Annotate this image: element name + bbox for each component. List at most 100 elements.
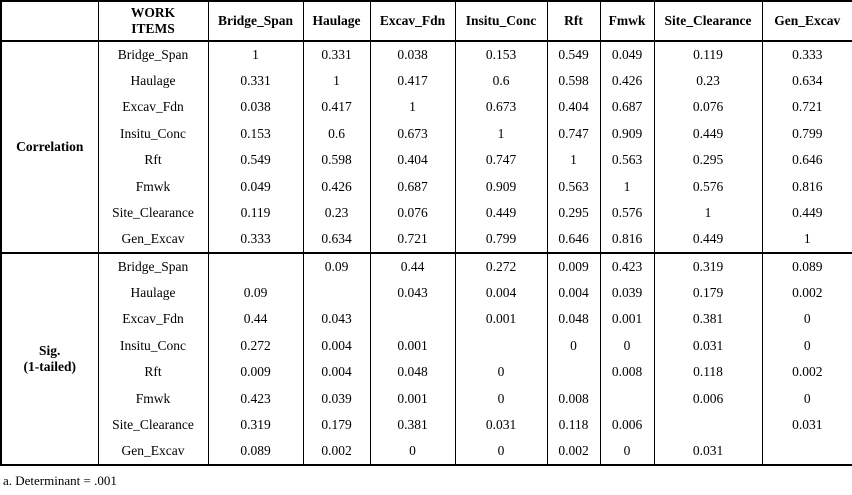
- table-row: Site_Clearance 0.319 0.179 0.381 0.031 0.118 0…: [1, 412, 852, 439]
- value-cell: 0.048: [369, 359, 456, 386]
- value-cell: 0.002: [761, 359, 852, 386]
- table-row: Excav_Fdn 0.038 0.417 1 0.673 0.404 0.687 0.076…: [1, 94, 852, 121]
- value-cell: 0.043: [302, 306, 371, 333]
- value-cell: 0.009: [207, 359, 304, 386]
- value-cell: 1: [546, 147, 601, 174]
- work-item-label: Site_Clearance: [97, 200, 209, 227]
- table-row: Fmwk 0.423 0.039 0.001 0 0.008 0.006 0: [1, 385, 852, 412]
- work-item-label: Excav_Fdn: [97, 94, 209, 121]
- value-cell: 0.423: [599, 252, 655, 280]
- value-cell: 0.118: [653, 359, 763, 386]
- table-row: Haulage 0.331 1 0.417 0.6 0.598 0.426 0.23 0.634: [1, 67, 852, 94]
- value-cell: 0.6: [454, 67, 548, 94]
- value-cell: 0.331: [302, 41, 371, 68]
- table-row: Insitu_Conc 0.272 0.004 0.001 0 0 0.031 0: [1, 332, 852, 359]
- value-cell: [207, 252, 304, 280]
- value-cell: 0: [599, 438, 655, 465]
- value-cell: 0.004: [302, 332, 371, 359]
- value-cell: 0.673: [454, 94, 548, 121]
- value-cell: 0.076: [653, 94, 763, 121]
- value-cell: 0: [546, 332, 601, 359]
- value-cell: 0.008: [546, 385, 601, 412]
- work-item-label: Haulage: [97, 67, 209, 94]
- value-cell: 0.721: [369, 226, 456, 253]
- value-cell: 0.576: [599, 200, 655, 227]
- value-cell: 0.179: [302, 412, 371, 439]
- value-cell: [369, 306, 456, 333]
- correlation-matrix-table: WORK ITEMS Bridge_Span Haulage Excav_Fdn Ins…: [0, 0, 852, 466]
- work-item-label: Insitu_Conc: [97, 332, 209, 359]
- work-item-label: Gen_Excav: [97, 438, 209, 465]
- value-cell: 0.006: [653, 385, 763, 412]
- value-cell: [599, 385, 655, 412]
- value-cell: 0.816: [599, 226, 655, 253]
- table-row: Site_Clearance 0.119 0.23 0.076 0.449 0.295 0.…: [1, 200, 852, 227]
- value-cell: 0.426: [599, 67, 655, 94]
- value-cell: 0.008: [599, 359, 655, 386]
- value-cell: 0.09: [207, 279, 304, 306]
- value-cell: [653, 412, 763, 439]
- value-cell: 0: [761, 385, 852, 412]
- value-cell: 0.747: [454, 147, 548, 174]
- value-cell: 0.646: [761, 147, 852, 174]
- work-item-label: Fmwk: [97, 385, 209, 412]
- value-cell: 0.6: [302, 120, 371, 147]
- value-cell: 0.179: [653, 279, 763, 306]
- table-row: Correlation Bridge_Span 1 0.331 0.038 0.153 0.…: [0, 41, 852, 253]
- value-cell: 0.006: [599, 412, 655, 439]
- value-cell: 0.687: [599, 94, 655, 121]
- value-cell: 0.076: [369, 200, 456, 227]
- value-cell: 0.333: [761, 41, 852, 68]
- value-cell: 0.001: [369, 385, 456, 412]
- value-cell: 0.295: [546, 200, 601, 227]
- column-header: Fmwk: [599, 1, 655, 42]
- value-cell: 0.417: [369, 67, 456, 94]
- value-cell: 0.049: [599, 41, 655, 68]
- value-cell: [546, 359, 601, 386]
- value-cell: 0.001: [599, 306, 655, 333]
- work-item-label: Bridge_Span: [97, 41, 209, 68]
- work-item-label: Bridge_Span: [97, 252, 209, 280]
- value-cell: 0.646: [546, 226, 601, 253]
- value-cell: 0.272: [207, 332, 304, 359]
- work-item-label: Insitu_Conc: [97, 120, 209, 147]
- value-cell: 0.417: [302, 94, 371, 121]
- value-cell: 0.09: [302, 252, 371, 280]
- value-cell: 0.119: [207, 200, 304, 227]
- value-cell: 0.381: [369, 412, 456, 439]
- value-cell: 0.799: [454, 226, 548, 253]
- value-cell: 0.001: [454, 306, 548, 333]
- value-cell: 0.673: [369, 120, 456, 147]
- value-cell: 0.909: [599, 120, 655, 147]
- table-row: Gen_Excav 0.089 0.002 0 0 0.002 0 0.031: [1, 438, 852, 465]
- value-cell: 0.272: [454, 252, 548, 280]
- work-item-label: Rft: [97, 147, 209, 174]
- value-cell: 0.598: [546, 67, 601, 94]
- work-item-label: Fmwk: [97, 173, 209, 200]
- value-cell: 0.576: [653, 173, 763, 200]
- value-cell: 0.043: [369, 279, 456, 306]
- work-item-label: Excav_Fdn: [97, 306, 209, 333]
- value-cell: 0.634: [761, 67, 852, 94]
- value-cell: 0: [454, 359, 548, 386]
- value-cell: 0.002: [761, 279, 852, 306]
- work-item-label: Site_Clearance: [97, 412, 209, 439]
- value-cell: 0.001: [369, 332, 456, 359]
- value-cell: 0.23: [653, 67, 763, 94]
- value-cell: 0.048: [546, 306, 601, 333]
- value-cell: 0.598: [302, 147, 371, 174]
- value-cell: 1: [207, 41, 304, 68]
- value-cell: 0.747: [546, 120, 601, 147]
- value-cell: 0.634: [302, 226, 371, 253]
- column-header: Site_Clearance: [653, 1, 763, 42]
- value-cell: 0.118: [546, 412, 601, 439]
- value-cell: 0.44: [207, 306, 304, 333]
- value-cell: 1: [599, 173, 655, 200]
- table-row: Fmwk 0.049 0.426 0.687 0.909 0.563 1 0.576 0.816: [1, 173, 852, 200]
- value-cell: 0.295: [653, 147, 763, 174]
- value-cell: 1: [302, 67, 371, 94]
- value-cell: 0: [599, 332, 655, 359]
- value-cell: [454, 332, 548, 359]
- value-cell: 0.089: [761, 252, 852, 280]
